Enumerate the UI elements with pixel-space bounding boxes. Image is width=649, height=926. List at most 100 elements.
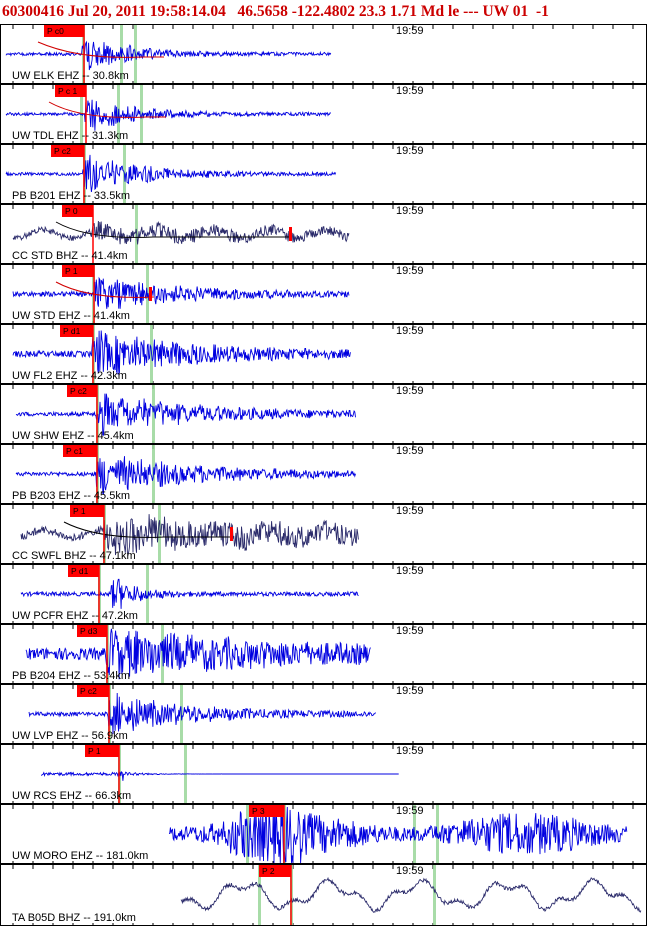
seismogram-panels: P c0 19:59 UW ELK EHZ -- 30.8km P c 1 19:59 U… bbox=[0, 24, 649, 926]
seismogram-trace-plot bbox=[12, 865, 642, 925]
p-pick-flag[interactable]: P 0 bbox=[62, 205, 93, 217]
p-pick-flag[interactable]: P c 1 bbox=[55, 85, 86, 97]
station-label: CC SWFL BHZ -- 47.1km bbox=[12, 550, 136, 562]
p-pick-flag[interactable]: P d1 bbox=[68, 565, 99, 577]
trace-panel[interactable]: P c1 19:59 PB B203 EHZ -- 45.5km bbox=[0, 444, 647, 504]
time-ticks bbox=[12, 25, 634, 83]
coda-end-marker bbox=[289, 227, 292, 241]
time-ticks bbox=[12, 85, 634, 143]
waveform-trace bbox=[5, 154, 337, 193]
station-label: UW PCFR EHZ -- 47.2km bbox=[12, 610, 138, 622]
minute-tick-label: 19:59 bbox=[396, 445, 424, 457]
coda-fit-line bbox=[55, 221, 290, 238]
seismogram-trace-plot bbox=[5, 25, 634, 83]
p-pick-flag[interactable]: P 3 bbox=[249, 805, 284, 817]
phase-marker-line bbox=[184, 745, 187, 803]
time-ticks bbox=[12, 265, 634, 323]
coda-end-marker bbox=[230, 527, 233, 541]
time-ticks bbox=[12, 445, 634, 503]
p-pick-flag[interactable]: P c0 bbox=[44, 25, 84, 37]
seismogram-trace-plot bbox=[12, 685, 634, 743]
minute-tick-label: 19:59 bbox=[396, 265, 424, 277]
waveform-trace bbox=[12, 330, 351, 375]
station-label: UW FL2 EHZ -- 42.3km bbox=[12, 370, 127, 382]
station-label: UW RCS EHZ -- 66.3km bbox=[12, 790, 132, 802]
trace-panel[interactable]: P d3 19:59 PB B204 EHZ -- 53.4km bbox=[0, 624, 647, 684]
p-pick-flag[interactable]: P c1 bbox=[63, 445, 97, 457]
waveform-trace bbox=[20, 514, 359, 557]
waveform-trace bbox=[12, 276, 350, 309]
phase-marker-line bbox=[152, 385, 155, 443]
minute-tick-label: 19:59 bbox=[396, 85, 424, 97]
waveform-trace bbox=[41, 770, 399, 781]
coda-fit-line bbox=[63, 521, 231, 538]
time-ticks bbox=[12, 685, 634, 743]
p-pick-flag[interactable]: P c2 bbox=[77, 685, 109, 697]
minute-tick-label: 19:59 bbox=[396, 25, 424, 37]
trace-panel[interactable]: P 1 19:59 CC SWFL BHZ -- 47.1km bbox=[0, 504, 647, 564]
coda-fit-line bbox=[37, 41, 164, 58]
minute-tick-label: 19:59 bbox=[396, 685, 424, 697]
p-pick-flag[interactable]: P d1 bbox=[60, 325, 93, 337]
trace-panel[interactable]: P 1 19:59 UW STD EHZ -- 41.4km bbox=[0, 264, 647, 324]
minute-tick-label: 19:59 bbox=[396, 145, 424, 157]
trace-panel[interactable]: P 1 19:59 UW RCS EHZ -- 66.3km bbox=[0, 744, 647, 804]
trace-panel[interactable]: P d1 19:59 UW PCFR EHZ -- 47.2km bbox=[0, 564, 647, 624]
p-pick-flag[interactable]: P c2 bbox=[67, 385, 97, 397]
minute-tick-label: 19:59 bbox=[396, 385, 424, 397]
phase-marker-line bbox=[258, 865, 261, 925]
trace-panel[interactable]: P 0 19:59 CC STD BHZ -- 41.4km bbox=[0, 204, 647, 264]
phase-marker-line bbox=[433, 865, 436, 925]
p-pick-flag[interactable]: P 1 bbox=[62, 265, 94, 277]
trace-panel[interactable]: P 3 19:59 UW MORO EHZ -- 181.0km bbox=[0, 804, 647, 864]
waveform-trace bbox=[15, 456, 356, 495]
trace-panel[interactable]: P c2 19:59 UW LVP EHZ -- 56.9km bbox=[0, 684, 647, 744]
station-label: PB B203 EHZ -- 45.5km bbox=[12, 490, 130, 502]
seismogram-trace-plot bbox=[12, 265, 634, 323]
coda-fit-line bbox=[48, 101, 166, 118]
trace-panel[interactable]: P c2 19:59 UW SHW EHZ -- 45.4km bbox=[0, 384, 647, 444]
station-label: CC STD BHZ -- 41.4km bbox=[12, 250, 128, 262]
seismogram-trace-plot bbox=[12, 805, 634, 863]
time-ticks bbox=[12, 625, 634, 683]
p-pick-flag[interactable]: P 1 bbox=[85, 745, 119, 757]
seismogram-trace-plot bbox=[5, 85, 634, 143]
minute-tick-label: 19:59 bbox=[396, 505, 424, 517]
phase-marker-line bbox=[158, 505, 161, 563]
seismogram-trace-plot bbox=[12, 745, 634, 803]
coda-end-marker bbox=[149, 287, 152, 301]
trace-panel[interactable]: P c2 19:59 PB B201 EHZ -- 33.5km bbox=[0, 144, 647, 204]
seismogram-trace-plot bbox=[12, 445, 634, 503]
trace-panel[interactable]: P d1 19:59 UW FL2 EHZ -- 42.3km bbox=[0, 324, 647, 384]
waveform-trace bbox=[5, 40, 332, 71]
trace-panel[interactable]: P c 1 19:59 UW TDL EHZ -- 31.3km bbox=[0, 84, 647, 144]
station-label: UW LVP EHZ -- 56.9km bbox=[12, 730, 128, 742]
time-ticks bbox=[12, 145, 634, 203]
seismogram-trace-plot bbox=[12, 505, 634, 563]
p-pick-flag[interactable]: P 1 bbox=[70, 505, 104, 517]
waveform-trace bbox=[25, 628, 371, 680]
minute-tick-label: 19:59 bbox=[396, 205, 424, 217]
p-pick-flag[interactable]: P d3 bbox=[77, 625, 107, 637]
trace-panel[interactable]: P 2 19:59 TA B05D BHZ -- 191.0km bbox=[0, 864, 647, 926]
seismogram-trace-plot bbox=[12, 205, 634, 263]
station-label: TA B05D BHZ -- 191.0km bbox=[12, 912, 136, 924]
time-ticks bbox=[12, 505, 634, 563]
trace-panel[interactable]: P c0 19:59 UW ELK EHZ -- 30.8km bbox=[0, 24, 647, 84]
p-pick-flag[interactable]: P c2 bbox=[51, 145, 84, 157]
seismogram-trace-plot bbox=[12, 325, 634, 383]
minute-tick-label: 19:59 bbox=[396, 805, 424, 817]
waveform-trace bbox=[12, 220, 350, 245]
minute-tick-label: 19:59 bbox=[396, 565, 424, 577]
p-pick-flag[interactable]: P 2 bbox=[259, 865, 291, 877]
station-label: UW TDL EHZ -- 31.3km bbox=[12, 130, 129, 142]
phase-marker-line bbox=[146, 565, 149, 623]
event-header: 60300416 Jul 20, 2011 19:58:14.04 46.565… bbox=[2, 3, 549, 20]
seismogram-trace-plot bbox=[12, 565, 634, 623]
minute-tick-label: 19:59 bbox=[396, 625, 424, 637]
time-ticks bbox=[12, 805, 634, 863]
station-label: UW MORO EHZ -- 181.0km bbox=[12, 850, 149, 862]
seismogram-trace-plot bbox=[5, 145, 634, 203]
waveform-trace bbox=[28, 692, 376, 734]
station-label: PB B204 EHZ -- 53.4km bbox=[12, 670, 130, 682]
